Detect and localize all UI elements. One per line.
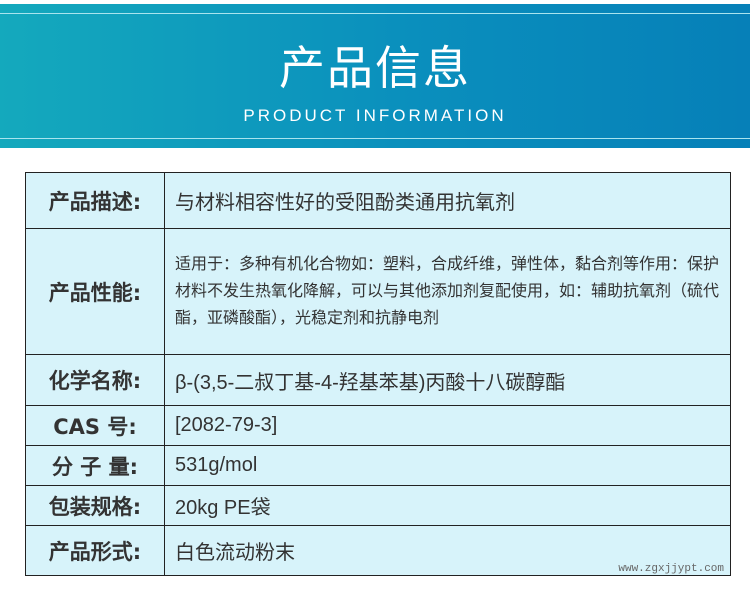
divider <box>0 138 750 139</box>
divider <box>0 13 750 14</box>
row-label: 化学名称: <box>25 354 165 406</box>
row-label: 产品性能: <box>25 228 165 355</box>
row-value: 与材料相容性好的受阻酚类通用抗氧剂 <box>164 172 731 229</box>
table-row: CAS 号: [2082-79-3] <box>25 405 731 446</box>
table-row: 包装规格: 20kg PE袋 <box>25 485 731 526</box>
row-label: 产品描述: <box>25 172 165 229</box>
row-label: 产品形式: <box>25 525 165 576</box>
row-value: β-(3,5-二叔丁基-4-羟基苯基)丙酸十八碳醇酯 <box>164 354 731 406</box>
table-row: 产品形式: 白色流动粉末 <box>25 525 731 576</box>
header-banner <box>0 4 750 148</box>
table-row: 产品性能: 适用于：多种有机化合物如：塑料，合成纤维，弹性体，黏合剂等作用：保护材… <box>25 228 731 355</box>
row-value: 适用于：多种有机化合物如：塑料，合成纤维，弹性体，黏合剂等作用：保护材料不发生热… <box>164 228 731 355</box>
table-row: 产品描述: 与材料相容性好的受阻酚类通用抗氧剂 <box>25 172 731 229</box>
row-label: 包装规格: <box>25 485 165 526</box>
watermark: www.zgxjjypt.com <box>618 563 724 575</box>
row-value: 20kg PE袋 <box>164 485 731 526</box>
product-info-table: 产品描述: 与材料相容性好的受阻酚类通用抗氧剂 产品性能: 适用于：多种有机化合物如… <box>25 172 731 576</box>
table-row: 分 子 量: 531g/mol <box>25 445 731 486</box>
row-label: 分 子 量: <box>25 445 165 486</box>
row-value: [2082-79-3] <box>164 405 731 446</box>
row-label: CAS 号: <box>25 405 165 446</box>
row-value: 白色流动粉末 <box>164 525 731 576</box>
page-subtitle: PRODUCT INFORMATION <box>243 106 507 125</box>
row-value: 531g/mol <box>164 445 731 486</box>
page-title: 产品信息 <box>279 41 471 95</box>
table-row: 化学名称: β-(3,5-二叔丁基-4-羟基苯基)丙酸十八碳醇酯 <box>25 354 731 406</box>
